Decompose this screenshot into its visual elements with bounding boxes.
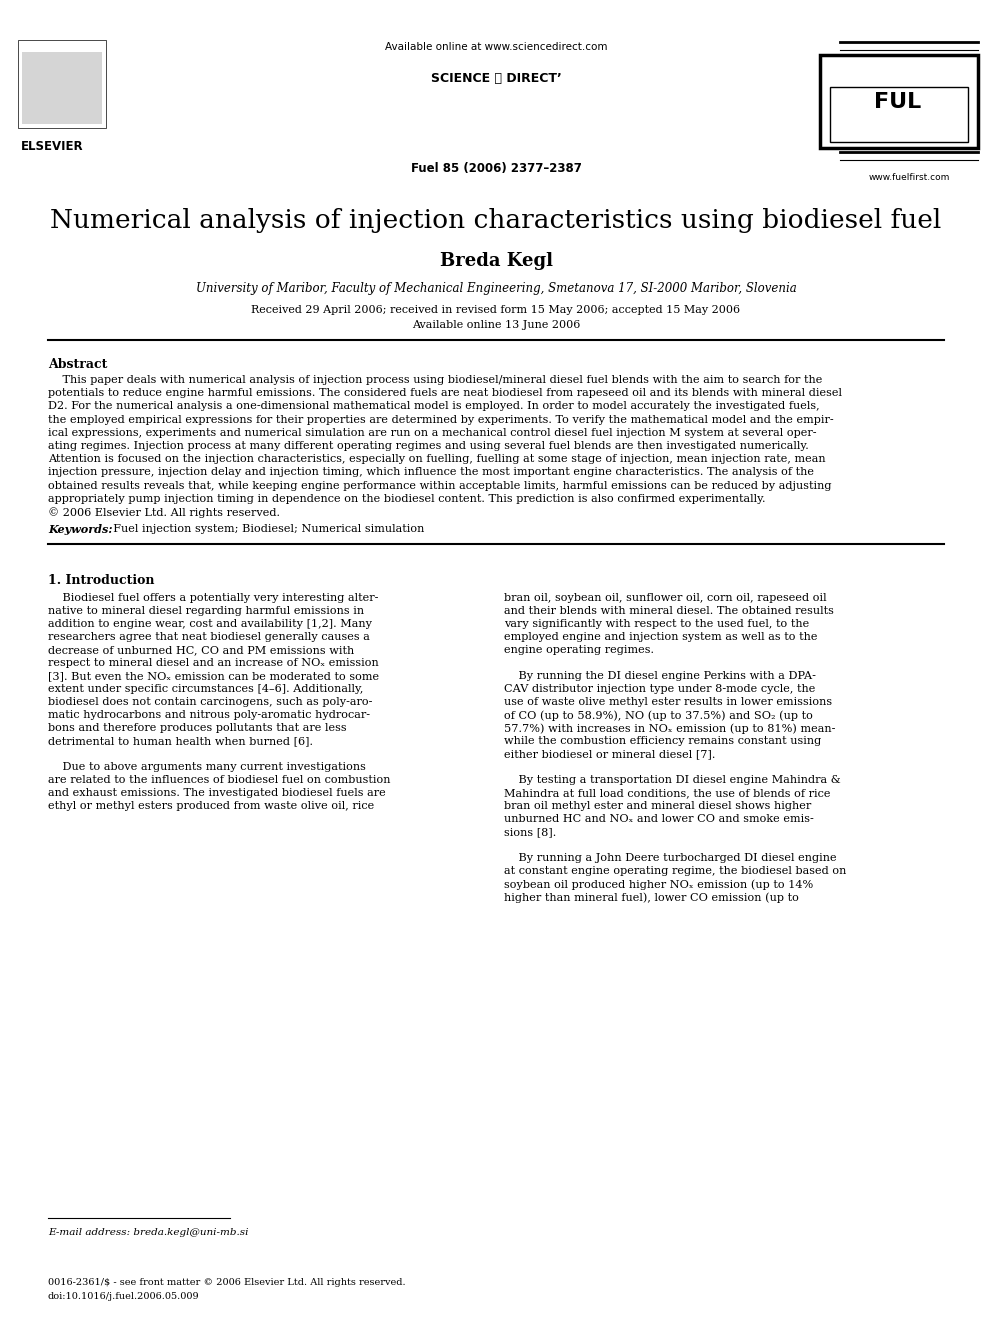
Text: while the combustion efficiency remains constant using: while the combustion efficiency remains … [504, 736, 821, 746]
Text: unburned HC and NOₓ and lower CO and smoke emis-: unburned HC and NOₓ and lower CO and smo… [504, 814, 813, 824]
Text: ELSEVIER: ELSEVIER [21, 140, 83, 153]
Text: doi:10.1016/j.fuel.2006.05.009: doi:10.1016/j.fuel.2006.05.009 [48, 1293, 199, 1301]
Text: addition to engine wear, cost and availability [1,2]. Many: addition to engine wear, cost and availa… [48, 619, 372, 630]
Text: injection pressure, injection delay and injection timing, which influence the mo: injection pressure, injection delay and … [48, 467, 814, 478]
Text: Available online 13 June 2006: Available online 13 June 2006 [412, 320, 580, 329]
Text: Available online at www.sciencedirect.com: Available online at www.sciencedirect.co… [385, 42, 607, 52]
Text: Fuel injection system; Biodiesel; Numerical simulation: Fuel injection system; Biodiesel; Numeri… [106, 524, 425, 534]
Text: native to mineral diesel regarding harmful emissions in: native to mineral diesel regarding harmf… [48, 606, 364, 617]
Text: potentials to reduce engine harmful emissions. The considered fuels are neat bio: potentials to reduce engine harmful emis… [48, 388, 842, 398]
Text: Biodiesel fuel offers a potentially very interesting alter-: Biodiesel fuel offers a potentially very… [48, 593, 378, 603]
Text: appropriately pump injection timing in dependence on the biodiesel content. This: appropriately pump injection timing in d… [48, 493, 766, 504]
Text: the employed empirical expressions for their properties are determined by experi: the employed empirical expressions for t… [48, 414, 833, 425]
Text: and exhaust emissions. The investigated biodiesel fuels are: and exhaust emissions. The investigated … [48, 789, 386, 798]
Text: FUL: FUL [874, 93, 922, 112]
Text: © 2006 Elsevier Ltd. All rights reserved.: © 2006 Elsevier Ltd. All rights reserved… [48, 507, 280, 517]
Text: extent under specific circumstances [4–6]. Additionally,: extent under specific circumstances [4–6… [48, 684, 363, 695]
Text: respect to mineral diesel and an increase of NOₓ emission: respect to mineral diesel and an increas… [48, 659, 379, 668]
Text: E-mail address: breda.kegl@uni-mb.si: E-mail address: breda.kegl@uni-mb.si [48, 1228, 249, 1237]
Text: Fuel 85 (2006) 2377–2387: Fuel 85 (2006) 2377–2387 [411, 161, 581, 175]
Text: Numerical analysis of injection characteristics using biodiesel fuel: Numerical analysis of injection characte… [51, 208, 941, 233]
Text: By testing a transportation DI diesel engine Mahindra &: By testing a transportation DI diesel en… [504, 775, 841, 785]
Text: www.fuelfirst.com: www.fuelfirst.com [868, 173, 949, 183]
Text: ical expressions, experiments and numerical simulation are run on a mechanical c: ical expressions, experiments and numeri… [48, 427, 816, 438]
Text: Breda Kegl: Breda Kegl [439, 251, 553, 270]
Text: biodiesel does not contain carcinogens, such as poly-aro-: biodiesel does not contain carcinogens, … [48, 697, 372, 708]
Text: Abstract: Abstract [48, 359, 107, 370]
Bar [830, 87, 968, 142]
Text: bran oil, soybean oil, sunflower oil, corn oil, rapeseed oil: bran oil, soybean oil, sunflower oil, co… [504, 593, 826, 603]
Text: higher than mineral fuel), lower CO emission (up to: higher than mineral fuel), lower CO emis… [504, 892, 799, 902]
Text: By running the DI diesel engine Perkins with a DPA-: By running the DI diesel engine Perkins … [504, 671, 815, 681]
Text: and their blends with mineral diesel. The obtained results: and their blends with mineral diesel. Th… [504, 606, 834, 617]
Text: University of Maribor, Faculty of Mechanical Engineering, Smetanova 17, SI-2000 : University of Maribor, Faculty of Mechan… [195, 282, 797, 295]
Text: Received 29 April 2006; received in revised form 15 May 2006; accepted 15 May 20: Received 29 April 2006; received in revi… [251, 306, 741, 315]
Text: of CO (up to 58.9%), NO (up to 37.5%) and SO₂ (up to: of CO (up to 58.9%), NO (up to 37.5%) an… [504, 710, 812, 721]
Text: obtained results reveals that, while keeping engine performance within acceptabl: obtained results reveals that, while kee… [48, 480, 831, 491]
Text: Mahindra at full load conditions, the use of blends of rice: Mahindra at full load conditions, the us… [504, 789, 830, 798]
Text: bons and therefore produces pollutants that are less: bons and therefore produces pollutants t… [48, 724, 346, 733]
Text: SCIENCE ⓓ DIRECT’: SCIENCE ⓓ DIRECT’ [431, 71, 561, 85]
Text: CAV distributor injection type under 8-mode cycle, the: CAV distributor injection type under 8-m… [504, 684, 815, 695]
Text: detrimental to human health when burned [6].: detrimental to human health when burned … [48, 736, 313, 746]
Text: decrease of unburned HC, CO and PM emissions with: decrease of unburned HC, CO and PM emiss… [48, 646, 354, 655]
Text: engine operating regimes.: engine operating regimes. [504, 646, 654, 655]
Text: matic hydrocarbons and nitrous poly-aromatic hydrocar-: matic hydrocarbons and nitrous poly-arom… [48, 710, 370, 720]
Text: bran oil methyl ester and mineral diesel shows higher: bran oil methyl ester and mineral diesel… [504, 802, 811, 811]
Text: ating regimes. Injection process at many different operating regimes and using s: ating regimes. Injection process at many… [48, 441, 808, 451]
Text: Keywords:: Keywords: [48, 524, 112, 536]
Text: 57.7%) with increases in NOₓ emission (up to 81%) mean-: 57.7%) with increases in NOₓ emission (u… [504, 724, 835, 734]
Text: soybean oil produced higher NOₓ emission (up to 14%: soybean oil produced higher NOₓ emission… [504, 880, 813, 890]
Text: By running a John Deere turbocharged DI diesel engine: By running a John Deere turbocharged DI … [504, 853, 836, 863]
Text: vary significantly with respect to the used fuel, to the: vary significantly with respect to the u… [504, 619, 809, 630]
Text: 0016-2361/$ - see front matter © 2006 Elsevier Ltd. All rights reserved.: 0016-2361/$ - see front matter © 2006 El… [48, 1278, 406, 1287]
Bar [820, 56, 978, 148]
Text: [3]. But even the NOₓ emission can be moderated to some: [3]. But even the NOₓ emission can be mo… [48, 671, 379, 681]
Text: researchers agree that neat biodiesel generally causes a: researchers agree that neat biodiesel ge… [48, 632, 370, 642]
Bar [22, 52, 102, 124]
Text: D2. For the numerical analysis a one-dimensional mathematical model is employed.: D2. For the numerical analysis a one-dim… [48, 401, 819, 411]
Text: Attention is focused on the injection characteristics, especially on fuelling, f: Attention is focused on the injection ch… [48, 454, 825, 464]
Text: This paper deals with numerical analysis of injection process using biodiesel/mi: This paper deals with numerical analysis… [48, 374, 822, 385]
Text: 1. Introduction: 1. Introduction [48, 574, 155, 587]
Text: at constant engine operating regime, the biodiesel based on: at constant engine operating regime, the… [504, 867, 846, 876]
Text: ethyl or methyl esters produced from waste olive oil, rice: ethyl or methyl esters produced from was… [48, 802, 374, 811]
Text: Due to above arguments many current investigations: Due to above arguments many current inve… [48, 762, 366, 773]
Text: either biodiesel or mineral diesel [7].: either biodiesel or mineral diesel [7]. [504, 749, 715, 759]
Text: sions [8].: sions [8]. [504, 827, 557, 837]
Bar [18, 40, 106, 128]
Text: use of waste olive methyl ester results in lower emissions: use of waste olive methyl ester results … [504, 697, 832, 708]
Text: are related to the influences of biodiesel fuel on combustion: are related to the influences of biodies… [48, 775, 391, 785]
Text: employed engine and injection system as well as to the: employed engine and injection system as … [504, 632, 817, 642]
